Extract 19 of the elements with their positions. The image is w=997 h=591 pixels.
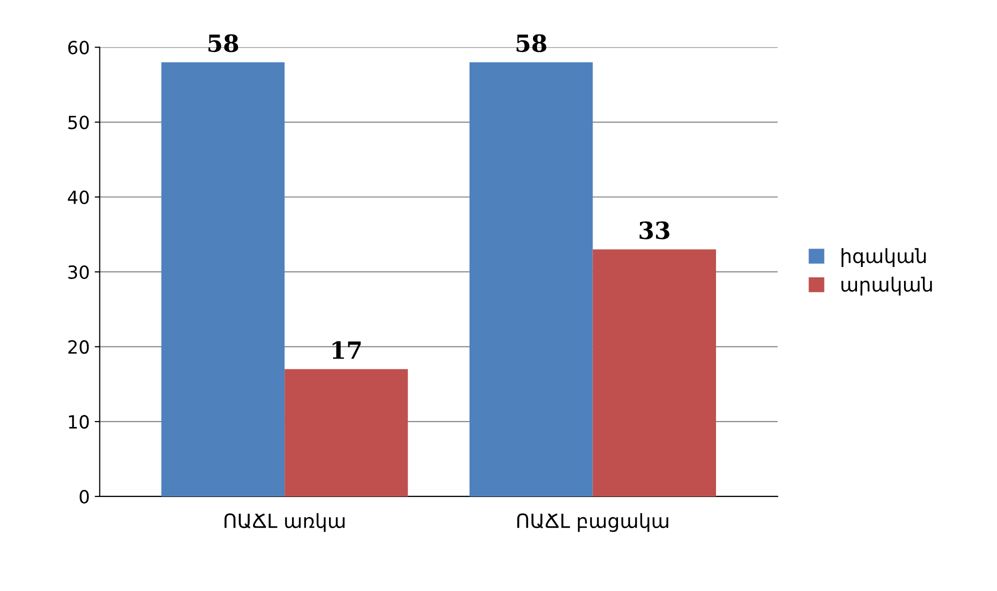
y-tick-label: 60 (68, 40, 89, 54)
y-tick-label: 10 (68, 415, 89, 429)
data-label: 58 (208, 34, 238, 52)
legend-label: իգական (842, 248, 926, 267)
bar (592, 249, 716, 496)
y-tick-label: 0 (80, 490, 89, 504)
data-label: 58 (516, 34, 546, 52)
x-tick-label: ՈԱՃԼ բացակա (517, 513, 668, 532)
bar (284, 369, 408, 496)
y-tick-label: 40 (68, 190, 89, 204)
y-tick-label: 20 (68, 340, 89, 354)
bar (469, 62, 593, 496)
data-label: 33 (640, 221, 670, 240)
data-label: 17 (332, 341, 361, 359)
x-tick-label: ՈԱՃԼ առկա (224, 513, 345, 532)
bar (161, 62, 285, 496)
y-tick-label: 30 (68, 265, 89, 279)
legend-label: արական (841, 276, 932, 296)
y-tick-label: 50 (68, 116, 89, 130)
